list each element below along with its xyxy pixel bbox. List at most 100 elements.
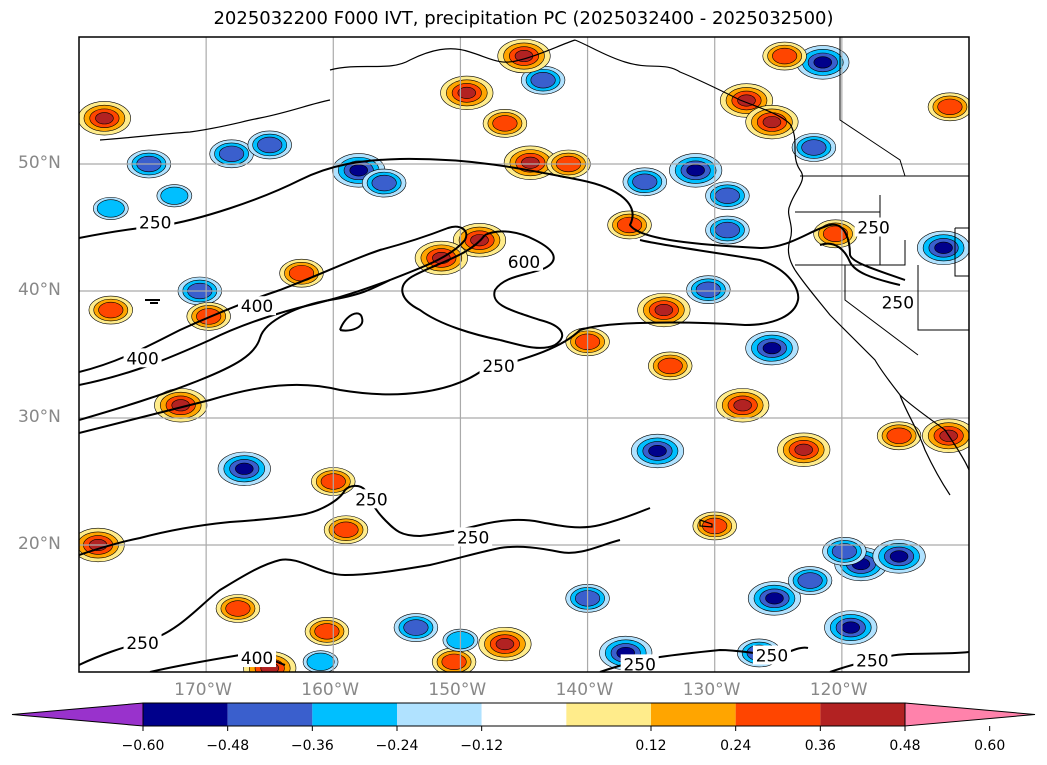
- contour-label: 250: [882, 293, 914, 313]
- colorbar-tick-label: −0.60: [122, 738, 165, 754]
- precip-level: [521, 156, 540, 169]
- precip-level: [98, 301, 124, 319]
- coastlines: [99, 39, 969, 528]
- precip-blob: [686, 275, 731, 305]
- ivt-contour-250: [145, 299, 160, 304]
- graticule: [79, 37, 969, 672]
- contour-label-bg: [352, 489, 391, 509]
- contour-label: 250: [482, 357, 514, 377]
- precip-level: [403, 619, 429, 636]
- lat-tick-label: 30°N: [18, 407, 61, 427]
- ivt-contour-400: [79, 225, 468, 386]
- precip-blob: [622, 167, 667, 197]
- ivt-contour-600: [484, 230, 564, 349]
- colorbar-frame: [142, 702, 906, 727]
- ivt-contour-250: [339, 312, 364, 332]
- colorbar-segment: [566, 703, 651, 726]
- precip-level: [695, 281, 721, 298]
- colorbar-extend-low: [11, 702, 144, 727]
- precip-blob: [92, 196, 129, 220]
- ivt-contour-600: [401, 234, 501, 341]
- precip-level: [160, 186, 189, 205]
- alaska-coast: [329, 39, 791, 125]
- precip-blob: [747, 581, 802, 616]
- contour-label: 400: [241, 297, 273, 317]
- precip-blob: [927, 92, 969, 122]
- contour-label-bg: [123, 632, 162, 652]
- colorbar-segment: [735, 703, 821, 726]
- precip-level: [333, 521, 359, 538]
- precip-level: [841, 621, 860, 634]
- hawaii-islands: [699, 519, 713, 528]
- colorbar-tick-label: −0.36: [291, 738, 334, 754]
- precip-level: [457, 86, 477, 99]
- precip-blob: [762, 41, 807, 71]
- precipitation-pc-field: [79, 38, 969, 672]
- contour-label: 250: [856, 652, 888, 672]
- colorbar-segment: [820, 703, 905, 726]
- precip-blob: [917, 230, 969, 265]
- precip-blob: [393, 613, 439, 642]
- precip-level: [371, 174, 397, 192]
- precip-blob: [648, 351, 693, 381]
- precip-blob: [209, 139, 254, 169]
- precip-level: [648, 445, 667, 458]
- contour-label-bg: [123, 348, 162, 368]
- contour-label: 250: [623, 655, 655, 675]
- lat-tick-label: 20°N: [18, 534, 61, 554]
- plot-frame: [78, 36, 970, 673]
- precip-blob: [520, 65, 566, 95]
- province-border: [839, 37, 906, 177]
- precip-blob: [705, 181, 750, 211]
- precip-blob: [822, 537, 867, 566]
- ivt-contour-labels: 250 600 400 400 250 250 250 250 250 250 400 250 250 2…: [123, 212, 917, 675]
- precip-blob: [431, 647, 477, 672]
- precip-level: [886, 427, 912, 444]
- precip-blob: [745, 331, 799, 366]
- precip-level: [495, 638, 515, 651]
- contour-label-bg: [752, 645, 791, 665]
- contour-label: 400: [241, 649, 273, 669]
- lon-tick-label: 130°W: [682, 680, 741, 700]
- precip-level: [772, 47, 798, 65]
- colorbar-segment: [651, 703, 736, 726]
- precip-level: [686, 164, 705, 177]
- precip-level: [96, 199, 125, 218]
- plot-area: 250 600 400 400 250 250 250 250 250 250 400 250 250 2…: [79, 37, 969, 675]
- precip-level: [257, 136, 283, 154]
- precip-blob: [669, 153, 723, 188]
- precip-blob: [705, 215, 750, 245]
- ivt-contour-250: [79, 239, 800, 434]
- colorbar-segment: [397, 703, 482, 726]
- colorbar-segment: [143, 703, 228, 726]
- contour-label: 250: [139, 213, 171, 233]
- state-border-nv-ca: [844, 265, 919, 356]
- precip-blob: [247, 130, 292, 160]
- contour-label: 400: [126, 349, 158, 369]
- precip-blob: [745, 104, 799, 140]
- precip-blob: [88, 295, 133, 325]
- precip-level: [737, 94, 756, 107]
- precip-blob: [215, 594, 261, 623]
- contour-label: 250: [756, 646, 788, 666]
- precip-blob: [777, 432, 831, 467]
- precip-level: [714, 187, 740, 204]
- precip-blob: [482, 109, 528, 138]
- precip-level: [530, 72, 556, 89]
- baja-peninsula: [899, 394, 951, 496]
- precip-blob: [630, 433, 685, 469]
- precip-level: [306, 652, 335, 671]
- colorbar-segment: [312, 703, 397, 726]
- contour-label-bg: [878, 292, 917, 312]
- precip-blob: [154, 388, 208, 423]
- contour-label-bg: [505, 251, 543, 271]
- precip-blob: [440, 75, 494, 110]
- precip-blob: [637, 292, 691, 328]
- precip-blob: [279, 258, 324, 288]
- colorbar-tick-label: 0.60: [974, 738, 1005, 754]
- political-borders: [795, 37, 969, 356]
- precip-blob: [791, 133, 837, 162]
- precip-level: [934, 241, 953, 254]
- precip-blob: [716, 388, 770, 423]
